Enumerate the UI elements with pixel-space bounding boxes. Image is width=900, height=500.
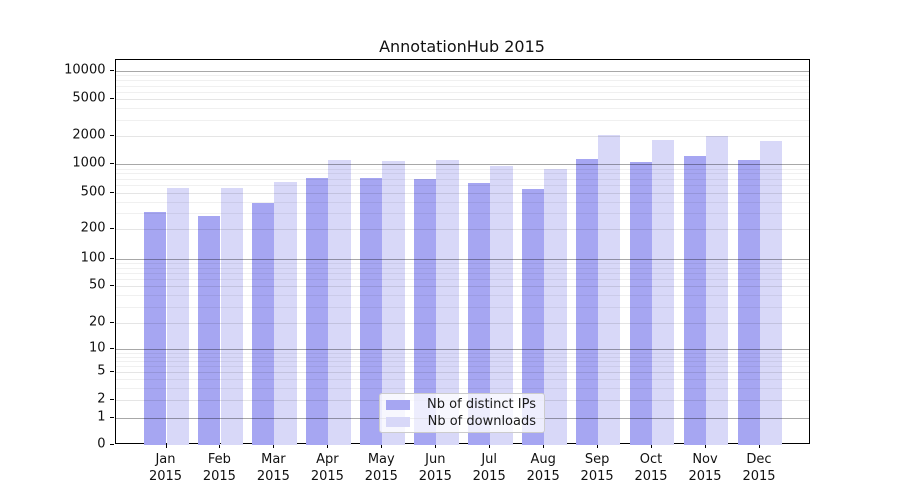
y-tick-mark xyxy=(110,228,114,230)
y-tick-mark xyxy=(110,163,114,165)
x-tick-mark xyxy=(381,444,383,448)
y-tick-label: 10 xyxy=(88,340,106,356)
x-tick-mark xyxy=(165,444,167,448)
y-tick-label: 200 xyxy=(80,220,106,236)
y-tick-label: 5000 xyxy=(72,90,106,106)
y-tick-label: 100 xyxy=(80,250,106,266)
legend-item-distinct-ips: Nb of distinct IPs xyxy=(386,396,536,413)
x-tick-label-sep: Sep 2015 xyxy=(580,452,614,484)
y-tick-label: 5 xyxy=(97,363,106,379)
legend-swatch-distinct-ips xyxy=(386,399,410,410)
bar-distinct-ips-sep xyxy=(575,159,599,445)
x-tick-label-oct: Oct 2015 xyxy=(634,452,668,484)
y-tick-label: 10000 xyxy=(64,62,106,78)
x-tick-label-jul: Jul 2015 xyxy=(472,452,506,484)
y-tick-label: 20 xyxy=(88,314,106,330)
y-tick-mark xyxy=(110,98,114,100)
bar-downloads-aug xyxy=(544,169,567,445)
x-tick-mark xyxy=(489,444,491,448)
bar-distinct-ips-dec xyxy=(737,160,760,445)
chart-title: AnnotationHub 2015 xyxy=(379,37,545,56)
bar-distinct-ips-jul xyxy=(467,183,491,445)
legend-label: Nb of distinct IPs xyxy=(427,397,536,412)
bar-downloads-feb xyxy=(220,188,243,445)
x-tick-label-mar: Mar 2015 xyxy=(256,452,290,484)
bar-distinct-ips-mar xyxy=(252,203,275,445)
x-tick-label-dec: Dec 2015 xyxy=(742,452,776,484)
y-tick-label: 1 xyxy=(97,409,106,425)
x-tick-label-jan: Jan 2015 xyxy=(148,452,183,484)
y-tick-mark xyxy=(110,70,114,71)
y-tick-mark xyxy=(110,416,114,418)
y-tick-mark xyxy=(110,285,114,286)
bar-downloads-jan xyxy=(166,188,189,445)
y-tick-label: 0 xyxy=(97,436,106,452)
bar-distinct-ips-jan xyxy=(144,211,167,445)
x-tick-mark xyxy=(219,444,221,448)
y-tick-mark xyxy=(110,348,114,350)
bar-distinct-ips-feb xyxy=(198,215,221,445)
bar-distinct-ips-apr xyxy=(306,178,329,445)
bar-downloads-dec xyxy=(760,141,783,445)
y-tick-label: 1000 xyxy=(72,155,106,171)
x-tick-label-aug: Aug 2015 xyxy=(526,452,560,484)
x-tick-mark xyxy=(759,444,760,448)
bar-downloads-nov xyxy=(706,136,729,445)
y-tick-mark xyxy=(110,257,114,259)
legend-swatch-downloads xyxy=(386,416,410,427)
bar-downloads-jun xyxy=(436,160,459,445)
y-tick-mark xyxy=(110,321,114,323)
y-tick-mark xyxy=(110,370,114,372)
legend: Nb of distinct IPs Nb of downloads xyxy=(379,393,545,433)
x-tick-mark xyxy=(597,444,599,448)
bar-distinct-ips-nov xyxy=(683,156,706,445)
x-tick-mark xyxy=(435,444,437,448)
y-tick-label: 2 xyxy=(97,391,106,407)
bar-distinct-ips-oct xyxy=(629,161,652,445)
y-tick-label: 2000 xyxy=(72,127,106,143)
x-tick-label-nov: Nov 2015 xyxy=(688,452,722,484)
bar-downloads-oct xyxy=(652,140,675,445)
legend-item-downloads: Nb of downloads xyxy=(386,413,536,430)
y-tick-mark xyxy=(110,444,114,445)
x-tick-mark xyxy=(705,444,706,448)
x-tick-mark xyxy=(543,444,545,448)
y-tick-mark xyxy=(110,399,114,400)
x-tick-label-jun: Jun 2015 xyxy=(418,452,452,484)
y-tick-mark xyxy=(110,191,114,193)
bar-downloads-sep xyxy=(598,135,621,445)
bars-layer xyxy=(116,60,810,445)
plot-area xyxy=(114,59,810,445)
bar-downloads-may xyxy=(382,161,405,445)
bar-distinct-ips-jun xyxy=(413,179,437,445)
bar-distinct-ips-aug xyxy=(521,188,545,445)
bar-distinct-ips-may xyxy=(359,178,383,445)
bar-downloads-mar xyxy=(274,182,297,445)
y-tick-label: 500 xyxy=(80,184,106,200)
x-tick-label-apr: Apr 2015 xyxy=(310,452,344,484)
bar-downloads-jul xyxy=(490,166,513,445)
y-tick-mark xyxy=(110,135,114,136)
bar-downloads-apr xyxy=(328,160,351,445)
legend-label: Nb of downloads xyxy=(427,414,536,429)
x-tick-label-feb: Feb 2015 xyxy=(202,452,236,484)
x-tick-mark xyxy=(327,444,329,448)
y-tick-label: 50 xyxy=(88,277,106,293)
x-tick-label-may: May 2015 xyxy=(364,452,398,484)
x-tick-mark xyxy=(651,444,652,448)
x-tick-mark xyxy=(273,444,275,448)
